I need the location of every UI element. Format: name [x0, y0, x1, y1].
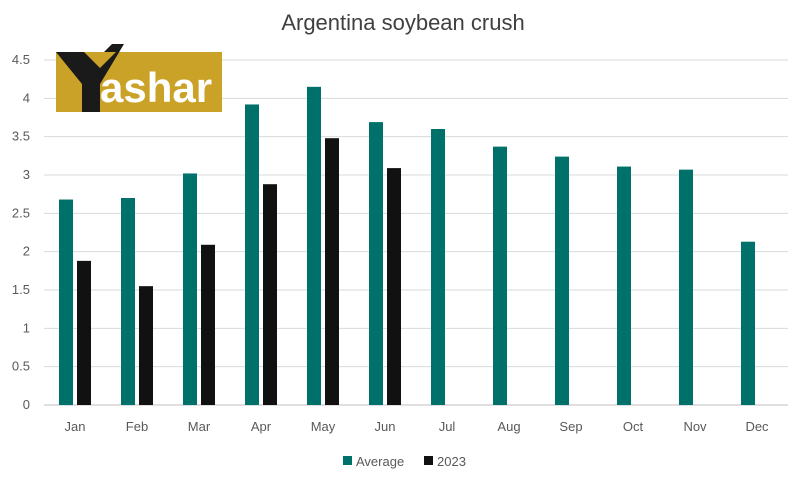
x-tick-label: Aug	[497, 419, 520, 434]
y-tick-label: 0.5	[12, 359, 30, 374]
bar-average-apr	[245, 104, 259, 405]
bars	[59, 86, 755, 405]
x-tick-label: Nov	[683, 419, 707, 434]
legend-swatch-2023	[424, 456, 433, 465]
y-axis-ticks: 0 0.5 1 1.5 2 2.5 3 3.5 4 4.5	[12, 52, 30, 412]
y-tick-label: 4.5	[12, 52, 30, 67]
y-tick-label: 0	[23, 397, 30, 412]
bar-average-mar	[183, 173, 197, 405]
x-tick-label: Oct	[623, 419, 644, 434]
x-axis-ticks: Jan Feb Mar Apr May Jun Jul Aug Sep Oct Nov Dec	[65, 419, 770, 434]
bar-average-dec	[741, 241, 755, 405]
y-tick-label: 3	[23, 167, 30, 182]
bar-2023-jan	[77, 260, 91, 405]
x-tick-label: Mar	[188, 419, 211, 434]
x-tick-label: Sep	[559, 419, 582, 434]
bar-average-jan	[59, 199, 73, 405]
x-tick-label: May	[311, 419, 336, 434]
legend-label-average: Average	[356, 454, 404, 469]
bar-2023-jun	[387, 168, 401, 405]
y-tick-label: 3.5	[12, 129, 30, 144]
x-tick-label: Jul	[439, 419, 456, 434]
x-tick-label: Feb	[126, 419, 148, 434]
y-tick-label: 1.5	[12, 282, 30, 297]
chart-title: Argentina soybean crush	[281, 10, 524, 35]
bar-2023-feb	[139, 286, 153, 405]
legend: Average 2023	[343, 454, 466, 469]
bar-average-jul	[431, 129, 445, 405]
legend-label-2023: 2023	[437, 454, 466, 469]
y-tick-label: 4	[23, 90, 30, 105]
y-tick-label: 2.5	[12, 205, 30, 220]
bar-average-oct	[617, 166, 631, 405]
bar-2023-may	[325, 138, 339, 405]
bar-average-jun	[369, 122, 383, 405]
legend-swatch-average	[343, 456, 352, 465]
bar-2023-mar	[201, 244, 215, 405]
bar-2023-apr	[263, 184, 277, 405]
x-tick-label: Jan	[65, 419, 86, 434]
gridlines	[44, 59, 788, 406]
logo-y-mark	[56, 44, 124, 112]
bar-average-nov	[679, 169, 693, 405]
x-tick-label: Apr	[251, 419, 272, 434]
x-tick-label: Dec	[745, 419, 769, 434]
bar-average-feb	[121, 198, 135, 405]
yashar-logo: ashar	[56, 44, 222, 112]
x-tick-label: Jun	[375, 419, 396, 434]
bar-average-aug	[493, 146, 507, 405]
y-tick-label: 1	[23, 320, 30, 335]
bar-average-sep	[555, 156, 569, 405]
logo-text: ashar	[100, 64, 212, 111]
y-tick-label: 2	[23, 244, 30, 259]
bar-average-may	[307, 86, 321, 405]
